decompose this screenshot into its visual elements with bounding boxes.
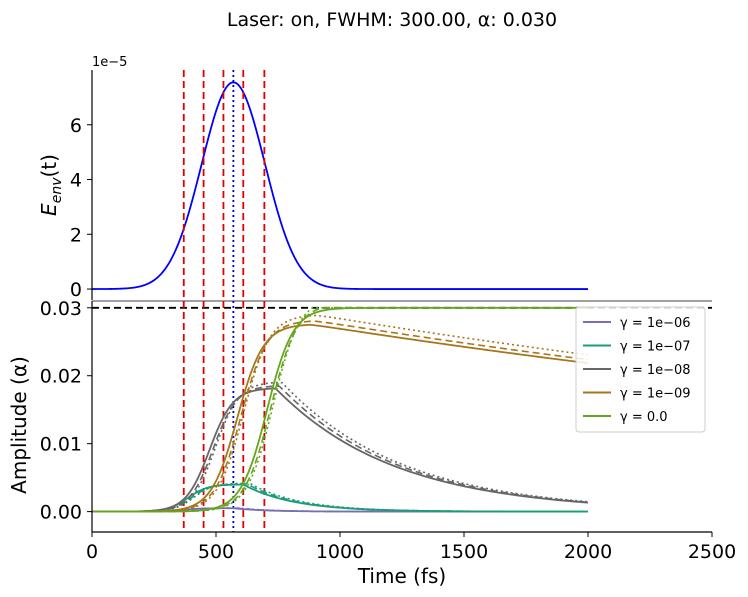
xtick-label-5: 2500 xyxy=(688,541,736,563)
series-3-dotted xyxy=(92,381,589,513)
bottom-ytick-label-2: 0.02 xyxy=(40,366,82,388)
series-4-dashed xyxy=(92,320,589,513)
legend-box xyxy=(575,306,706,433)
top-ylabel-base: E xyxy=(37,203,61,216)
series-2-dashed xyxy=(92,483,588,513)
bottom-xlabel: Time (fs) xyxy=(357,564,446,588)
series-5-dashed xyxy=(92,306,588,513)
series-3-solid xyxy=(92,387,589,513)
top-ytick-label-0: 0 xyxy=(70,279,82,301)
legend-label-1: γ = 1e−06 xyxy=(620,316,691,331)
legend-label-4: γ = 1e−09 xyxy=(620,387,691,402)
bottom-ylabel: Amplitude (α) xyxy=(7,356,31,494)
series-5-dotted xyxy=(92,306,588,513)
bottom-ytick-label-1: 0.01 xyxy=(40,434,82,456)
xtick-label-1: 500 xyxy=(198,541,234,563)
top-ylabel-rest: (t) xyxy=(37,154,61,177)
envelope-line xyxy=(92,81,588,290)
top-ytick-label-1: 2 xyxy=(70,224,82,246)
top-plot-area: 0 2 4 6 xyxy=(70,70,588,301)
top-ylabel: Eenv(t) xyxy=(37,154,65,216)
series-5-solid xyxy=(92,306,588,513)
envelope-panel: 1e−5 Eenv(t) 0 2 4 6 xyxy=(37,55,588,301)
series-4-dotted xyxy=(92,314,589,513)
series-4-solid xyxy=(92,323,589,513)
offset-text: 1e−5 xyxy=(92,55,127,70)
xtick-label-0: 0 xyxy=(86,541,98,563)
top-ytick-label-3: 6 xyxy=(70,115,82,137)
bottom-plot-area: 0.00 0.01 0.02 0.03 0 500 1000 1500 2000 2500 xyxy=(40,298,736,563)
xtick-label-2: 1000 xyxy=(316,541,364,563)
series-3-dashed xyxy=(92,385,589,513)
xtick-label-4: 2000 xyxy=(564,541,612,563)
amplitude-panel: 0.00 0.01 0.02 0.03 0 500 1000 1500 2000 2500 Tim… xyxy=(7,298,736,588)
top-ylabel-sub: env xyxy=(49,177,65,203)
top-ytick-label-2: 4 xyxy=(70,170,82,192)
figure-title: Laser: on, FWHM: 300.00, α: 0.030 xyxy=(227,9,557,31)
legend: γ = 1e−06 γ = 1e−07 γ = 1e−08 γ = 1e−09 γ = … xyxy=(575,306,706,433)
xtick-label-3: 1500 xyxy=(440,541,488,563)
bottom-ytick-label-3: 0.03 xyxy=(40,298,82,320)
legend-label-3: γ = 1e−08 xyxy=(620,363,691,378)
legend-label-5: γ = 0.0 xyxy=(620,410,668,425)
bottom-ytick-label-0: 0.00 xyxy=(40,502,82,524)
legend-label-2: γ = 1e−07 xyxy=(620,340,691,355)
